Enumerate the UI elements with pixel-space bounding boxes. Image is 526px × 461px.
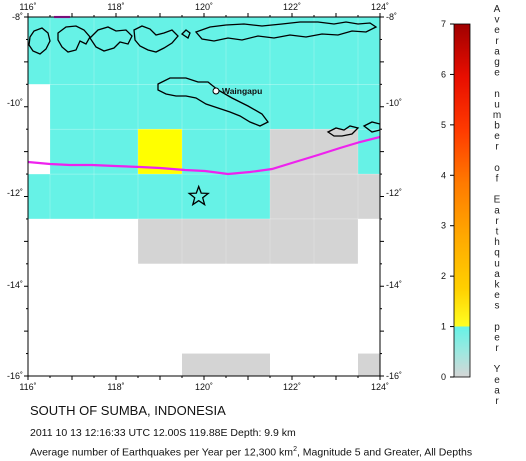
- legend-title-letter: e: [494, 25, 500, 36]
- legend-title-letter: m: [493, 110, 501, 121]
- coast-sawu: [326, 125, 360, 137]
- legend-tick-label-2: 2: [441, 271, 446, 281]
- legend-title-letter: e: [494, 131, 500, 142]
- grid-cell-9: [138, 218, 358, 264]
- map-description-sup: 2: [293, 446, 297, 453]
- lat-left-16: -16˚: [7, 371, 23, 381]
- lat-left-8: -8˚: [12, 12, 23, 22]
- legend-tick-label-1: 1: [441, 322, 446, 332]
- legend-title-letter: e: [494, 290, 500, 301]
- grid-cell-6: [358, 129, 380, 175]
- legend-title-letter: t: [496, 226, 499, 237]
- legend-tick-label-7: 7: [441, 19, 446, 29]
- event-title: SOUTH OF SUMBA, INDONESIA: [30, 403, 226, 418]
- legend-colorbar: [453, 23, 471, 378]
- legend-title-letter: u: [494, 99, 500, 110]
- legend-title-letter: g: [494, 57, 500, 68]
- legend-title-letter: e: [494, 68, 500, 79]
- lat-right-8: -8˚: [386, 12, 397, 22]
- grid-cell-11: [358, 353, 380, 376]
- legend-title-letter: e: [494, 332, 500, 343]
- legend-title-letter: r: [495, 142, 499, 153]
- coast-rote: [362, 121, 380, 133]
- city-label: Waingapu: [222, 86, 262, 96]
- grid-cell-5: [270, 129, 358, 175]
- legend-title-letter: Y: [494, 364, 501, 375]
- lat-left-14: -14˚: [7, 280, 23, 290]
- grid-cell-7: [28, 174, 270, 219]
- legend-title-letter: q: [494, 248, 500, 259]
- legend-title-letter: r: [495, 396, 499, 407]
- legend-title-letter: n: [494, 89, 500, 100]
- legend-title-letter: e: [494, 375, 500, 386]
- legend-title-letter: p: [494, 322, 500, 333]
- event-details: 2011 10 13 12:16:33 UTC 12.00S 119.88E D…: [30, 427, 296, 439]
- grid-cell-4: [182, 129, 270, 175]
- legend-ticks: 0 1 2 3 4 5 6 7: [441, 19, 454, 382]
- lon-bottom-122: 122˚: [283, 382, 301, 392]
- lon-top-120: 120˚: [195, 2, 213, 12]
- axis-ticks: [24, 13, 384, 380]
- legend-title-letter: r: [495, 343, 499, 354]
- legend-title-letter: A: [494, 4, 501, 15]
- legend-tick-label-6: 6: [441, 69, 446, 79]
- legend-tick-label-0: 0: [441, 372, 446, 382]
- lat-left-10: -10˚: [7, 98, 23, 108]
- lon-bottom-118: 118˚: [107, 382, 124, 392]
- legend-title-letter: s: [495, 301, 500, 312]
- lat-right-16: -16˚: [386, 371, 402, 381]
- coastlines: [28, 21, 380, 137]
- lon-top-118: 118˚: [107, 2, 124, 12]
- legend-title-letter: a: [494, 385, 500, 396]
- map-description-main: Average number of Earthquakes per Year p…: [30, 446, 294, 459]
- legend-tick-label-3: 3: [441, 221, 446, 231]
- lat-left-12: -12˚: [7, 188, 23, 198]
- epicenter-star-icon: [187, 184, 210, 207]
- coast-sumba: [157, 77, 269, 127]
- plate-boundary-line: [28, 135, 380, 176]
- grid-cell-8: [270, 174, 380, 219]
- lon-top-124: 124˚: [371, 2, 389, 12]
- map-description: Average number of Earthquakes per Year p…: [30, 446, 472, 459]
- lon-bottom-124: 124˚: [371, 382, 389, 392]
- grid-cell-10: [182, 353, 270, 376]
- lat-right-10: -10˚: [386, 98, 402, 108]
- coast-sumbawa-west: [57, 25, 91, 53]
- coast-flores: [194, 21, 378, 42]
- legend-title-letter: b: [494, 121, 500, 132]
- legend-tick-label-4: 4: [441, 170, 446, 180]
- legend-title-letter: a: [494, 269, 500, 280]
- lat-right-12: -12˚: [386, 188, 402, 198]
- lon-bottom-116: 116˚: [19, 382, 36, 392]
- coast-komodo: [180, 29, 191, 39]
- legend-title-letter: E: [494, 195, 501, 206]
- city-marker: [212, 87, 220, 95]
- coast-lombok: [28, 27, 51, 55]
- lat-right-14: -14˚: [386, 280, 402, 290]
- legend-title-letter: v: [495, 15, 500, 26]
- legend-title-letter: r: [495, 36, 499, 47]
- legend-title-letter: h: [494, 237, 500, 248]
- legend-tick-label-5: 5: [441, 120, 446, 130]
- legend-title-letter: o: [494, 163, 500, 174]
- coast-sumbawa-east: [89, 26, 133, 52]
- lon-top-122: 122˚: [283, 2, 301, 12]
- lon-top-116: 116˚: [19, 2, 36, 12]
- map-description-tail: , Magnitude 5 and Greater, All Depths: [296, 446, 473, 459]
- coast-sumbawa-bay: [133, 25, 179, 53]
- legend-title-letter: a: [494, 46, 500, 57]
- legend-title-letter: u: [494, 258, 500, 269]
- legend-title-letter: k: [495, 279, 501, 290]
- legend-title-letter: r: [495, 216, 499, 227]
- lon-bottom-120: 120˚: [195, 382, 213, 392]
- legend-title-letter: f: [496, 174, 499, 185]
- legend-title-letter: a: [494, 205, 500, 216]
- grid-cell-0: [28, 17, 380, 85]
